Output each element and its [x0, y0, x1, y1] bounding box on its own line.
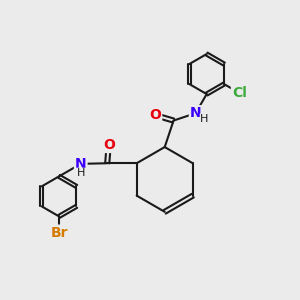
Text: Cl: Cl	[232, 86, 247, 100]
Text: Br: Br	[50, 226, 68, 240]
Text: O: O	[149, 108, 161, 122]
Text: O: O	[103, 138, 115, 152]
Text: N: N	[75, 157, 86, 171]
Text: H: H	[76, 168, 85, 178]
Text: H: H	[200, 114, 209, 124]
Text: N: N	[190, 106, 202, 120]
